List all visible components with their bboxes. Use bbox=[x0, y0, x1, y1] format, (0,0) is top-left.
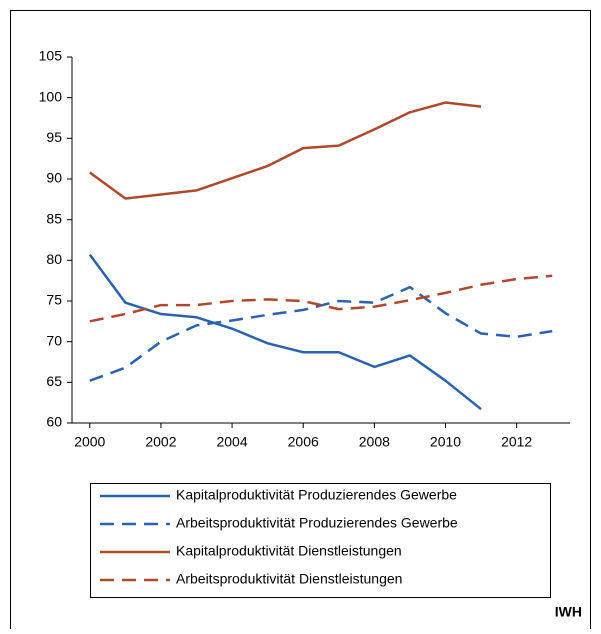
x-tick-label: 2006 bbox=[288, 434, 319, 450]
y-tick-label: 75 bbox=[46, 292, 62, 308]
y-tick-label: 65 bbox=[46, 373, 62, 389]
source: IWH bbox=[555, 604, 582, 620]
series-line bbox=[89, 274, 553, 323]
y-tick-label: 95 bbox=[46, 129, 62, 145]
legend-label: Kapitalproduktivität Dienstleistungen bbox=[176, 543, 402, 559]
x-tick-label: 2000 bbox=[74, 434, 105, 450]
y-tick-label: 100 bbox=[39, 88, 63, 104]
legend-label: Arbeitsproduktivität Dienstleistungen bbox=[176, 571, 402, 587]
series-line bbox=[88, 253, 482, 411]
y-tick-label: 85 bbox=[46, 210, 62, 226]
x-tick-label: 2012 bbox=[501, 434, 532, 450]
legend-label: Arbeitsproduktivität Produzierendes Gewe… bbox=[176, 515, 458, 531]
y-tick-label: 60 bbox=[46, 414, 62, 430]
series-line bbox=[89, 285, 553, 382]
x-tick-label: 2008 bbox=[359, 434, 390, 450]
x-tick-label: 2002 bbox=[145, 434, 176, 450]
frame bbox=[10, 10, 591, 629]
series-line bbox=[89, 101, 482, 200]
legend-label: Kapitalproduktivität Produzierendes Gewe… bbox=[176, 487, 457, 503]
legend-box bbox=[90, 483, 551, 598]
x-tick-label: 2004 bbox=[216, 434, 247, 450]
x-tick-label: 2010 bbox=[430, 434, 461, 450]
y-tick-label: 90 bbox=[46, 170, 62, 186]
y-tick-label: 80 bbox=[46, 251, 62, 267]
y-tick-label: 70 bbox=[46, 332, 62, 348]
y-tick-label: 105 bbox=[39, 48, 63, 64]
